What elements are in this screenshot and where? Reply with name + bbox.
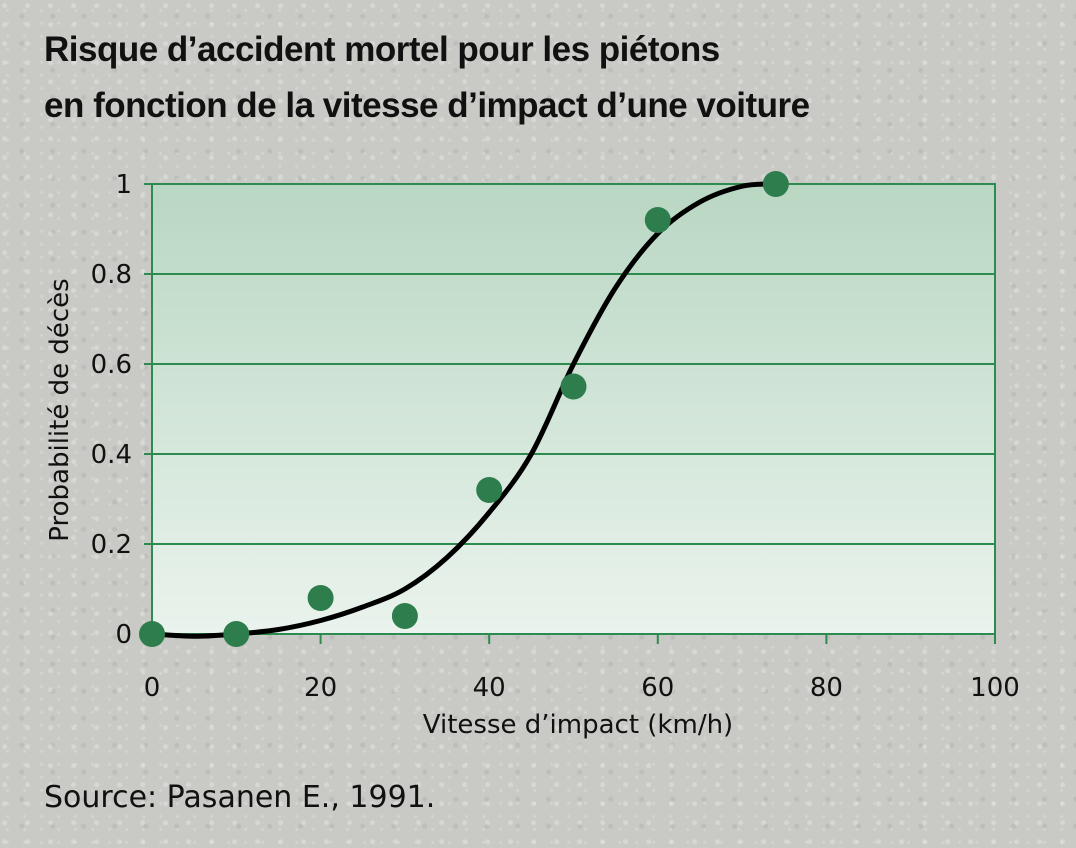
x-tick-label: 100: [970, 673, 1020, 703]
chart-title-line-1: Risque d’accident mortel pour les piéton…: [44, 30, 720, 69]
x-tick-label: 80: [810, 673, 843, 703]
data-point: [762, 171, 789, 197]
chart-title-line-2: en fonction de la vitesse d’impact d’une…: [44, 86, 810, 125]
gridlines: [152, 183, 995, 635]
plot-area: [151, 183, 996, 635]
data-point: [391, 603, 418, 629]
y-tick-label: 1: [115, 170, 132, 200]
y-tick-label: 0.6: [91, 350, 132, 380]
x-tick-label: 20: [304, 673, 337, 703]
data-point: [644, 207, 671, 233]
data-point: [223, 621, 250, 647]
x-tick-label: 0: [144, 673, 161, 703]
y-axis-ticks: 0 0.2 0.4 0.6 0.8 1: [91, 170, 152, 650]
x-axis-ticks: 0 20 40 60 80 100: [144, 634, 1020, 703]
x-tick-label: 40: [473, 673, 506, 703]
source-note: Source: Pasanen E., 1991.: [44, 780, 436, 815]
data-points: [139, 171, 789, 647]
y-tick-label: 0.4: [91, 440, 132, 470]
x-tick-label: 60: [641, 673, 674, 703]
data-point: [139, 621, 165, 647]
chart-title: Risque d’accident mortel pour les piéton…: [44, 22, 1044, 134]
data-point: [476, 477, 503, 503]
data-point: [307, 585, 334, 611]
fitted-curve: [151, 181, 776, 639]
y-axis-label: Probabilité de décès: [45, 278, 75, 541]
x-axis-label: Vitesse d’impact (km/h): [423, 710, 733, 740]
data-point: [560, 373, 587, 400]
y-tick-label: 0.8: [91, 260, 132, 290]
y-tick-label: 0.2: [91, 530, 132, 560]
y-tick-label: 0: [115, 620, 132, 650]
